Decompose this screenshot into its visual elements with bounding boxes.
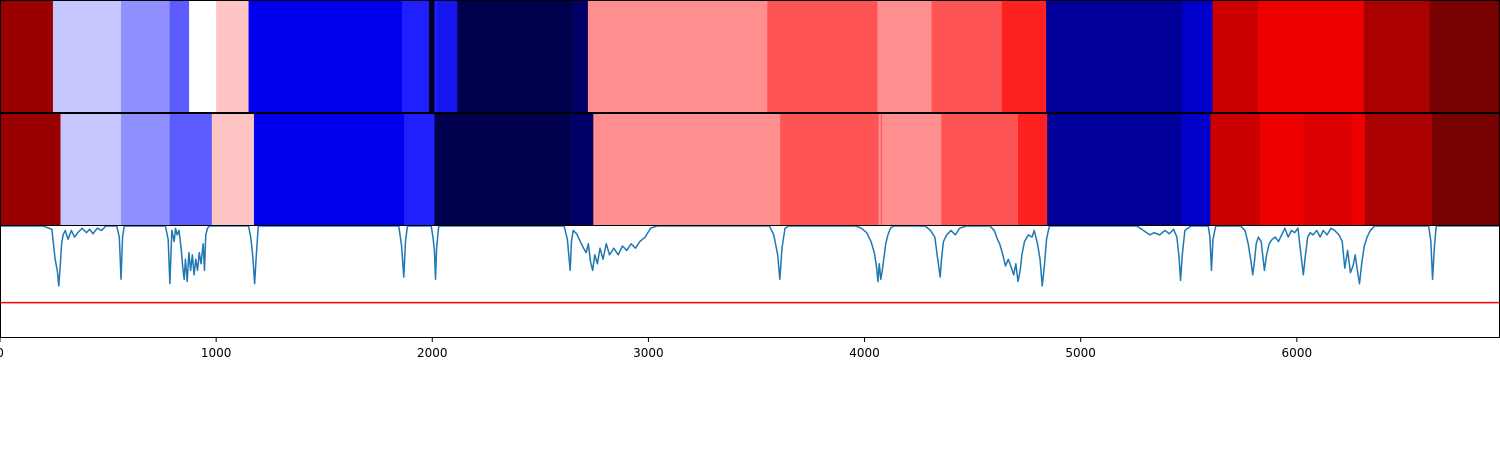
heatmap-segment — [572, 1, 589, 112]
x-tick-label: 4000 — [849, 346, 880, 360]
heatmap-segment — [1260, 114, 1304, 225]
heatmap-segment — [404, 114, 435, 225]
x-tick-label: 3000 — [633, 346, 664, 360]
heatmap-segment — [1363, 1, 1431, 112]
heatmap-segment — [169, 1, 190, 112]
heatmap-segment — [429, 1, 435, 112]
heatmap-segment — [0, 114, 61, 225]
heatmap-segment — [570, 114, 594, 225]
heatmap-segment — [402, 1, 430, 112]
heatmap-segment — [189, 1, 217, 112]
x-tick-label: 6000 — [1282, 346, 1313, 360]
heatmap-segment — [1212, 1, 1259, 112]
heatmap-segment — [1364, 114, 1433, 225]
heatmap-segment — [593, 114, 781, 225]
x-tick-label: 2000 — [417, 346, 448, 360]
heatmap-segment — [1351, 114, 1366, 225]
heatmap-segment — [434, 114, 571, 225]
heatmap-segment — [121, 114, 170, 225]
heatmap-segment — [1210, 114, 1261, 225]
heatmap-segment — [169, 114, 213, 225]
heatmap-segment — [1303, 114, 1353, 225]
heatmap-segment — [1181, 114, 1211, 225]
x-tick-label: 0 — [0, 346, 4, 360]
heatmap-segment — [253, 114, 405, 225]
heatmap-segment — [211, 114, 255, 225]
heatmap-segment — [767, 1, 878, 112]
heatmap-segment — [1047, 114, 1182, 225]
heatmap-track-1 — [0, 1, 1500, 112]
x-tick-label: 1000 — [201, 346, 232, 360]
heatmap-segment — [881, 114, 942, 225]
heatmap-segment — [60, 114, 122, 225]
heatmap-segment — [780, 114, 879, 225]
heatmap-segment — [1257, 1, 1365, 112]
heatmap-segment — [1001, 1, 1047, 112]
heatmap-segment — [878, 114, 882, 225]
heatmap-segment — [941, 114, 1019, 225]
heatmap-segment — [248, 1, 403, 112]
heatmap-segment — [877, 1, 932, 112]
heatmap-segment — [1018, 114, 1048, 225]
heatmap-segment — [587, 1, 768, 112]
heatmap-segment — [1429, 1, 1500, 112]
heatmap-segment — [436, 1, 458, 112]
heatmap-segment — [880, 114, 883, 225]
heatmap-segment — [0, 1, 54, 112]
heatmap-track-2 — [0, 114, 1500, 225]
x-axis: 0 1000 2000 3000 4000 5000 6000 — [0, 338, 1312, 360]
heatmap-segment — [457, 1, 574, 112]
heatmap-segment — [434, 1, 437, 112]
heatmap-segment — [931, 1, 1003, 112]
heatmap-segment — [1182, 1, 1213, 112]
series-line — [0, 225, 1500, 287]
line-plot-panel — [0, 225, 1500, 304]
x-tick-label: 5000 — [1065, 346, 1096, 360]
heatmap-segment — [121, 1, 170, 112]
heatmap-segment — [52, 1, 122, 112]
heatmap-segment — [1046, 1, 1183, 112]
heatmap-segment — [1431, 114, 1500, 225]
heatmap-segment — [216, 1, 249, 112]
